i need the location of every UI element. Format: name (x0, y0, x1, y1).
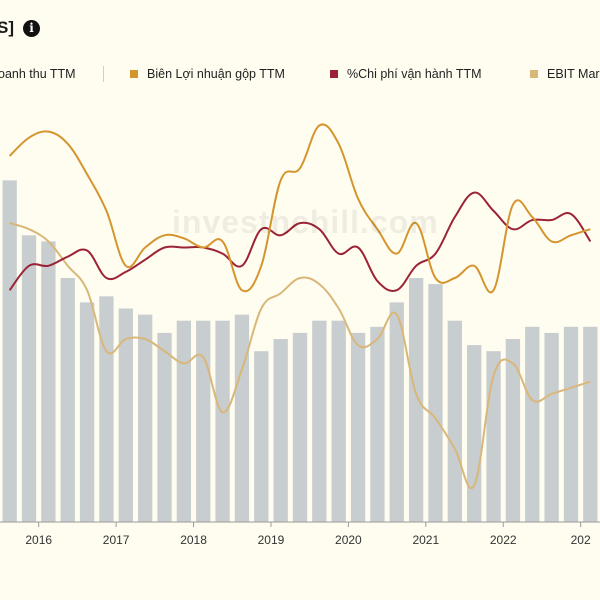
legend-label: EBIT Mar (547, 67, 600, 81)
x-tick-label: 2016 (25, 533, 52, 547)
revenue-bar[interactable] (176, 320, 192, 522)
revenue-bar[interactable] (21, 235, 37, 523)
revenue-bar[interactable] (563, 326, 579, 522)
revenue-bar[interactable] (60, 278, 75, 522)
revenue-bar[interactable] (544, 332, 559, 522)
x-tick-label: 2022 (490, 533, 517, 547)
revenue-bar[interactable] (447, 320, 462, 522)
revenue-bar[interactable] (234, 314, 250, 522)
legend-separator (103, 66, 104, 82)
revenue-bar[interactable] (408, 278, 424, 522)
revenue-bar[interactable] (505, 339, 521, 522)
revenue-bar[interactable] (215, 320, 230, 522)
legend-item-ebit-margin[interactable]: EBIT Mar (530, 62, 600, 86)
x-tick-label: 2021 (412, 533, 439, 547)
revenue-bar[interactable] (525, 326, 540, 522)
legend-item-opex[interactable]: %Chi phí vận hành TTM (330, 62, 482, 86)
series-line-0[interactable] (8, 123, 591, 294)
chart-title: S] (0, 18, 14, 37)
x-tick-label: 2019 (258, 533, 285, 547)
revenue-bar[interactable] (157, 332, 172, 522)
series-line-2[interactable] (9, 222, 591, 490)
watermark: investnchill.com (172, 204, 439, 240)
revenue-bar[interactable] (583, 326, 598, 522)
x-tick-label: 2018 (180, 533, 207, 547)
legend-label: oanh thu TTM (0, 67, 76, 81)
revenue-bar[interactable] (118, 308, 133, 523)
revenue-bar[interactable] (428, 284, 443, 522)
legend-label: %Chi phí vận hành TTM (347, 67, 482, 81)
revenue-bar[interactable] (41, 241, 56, 522)
info-icon[interactable]: i (23, 19, 40, 37)
revenue-bar[interactable] (254, 351, 269, 522)
chart-title-row: S] i (0, 14, 40, 42)
legend-swatch (530, 70, 538, 78)
revenue-bar[interactable] (370, 326, 385, 522)
legend-swatch (330, 70, 338, 78)
revenue-bar[interactable] (292, 332, 308, 522)
revenue-bar[interactable] (312, 320, 327, 522)
legend-swatch (130, 70, 138, 78)
x-tick-label: 202 (571, 533, 591, 547)
revenue-bar[interactable] (138, 314, 153, 522)
legend-item-gross-margin[interactable]: Biên Lợi nhuận gộp TTM (130, 62, 285, 86)
revenue-bar[interactable] (389, 302, 404, 522)
legend-item-revenue[interactable]: oanh thu TTM (0, 62, 76, 86)
revenue-bar[interactable] (196, 320, 211, 522)
revenue-bar[interactable] (331, 320, 346, 522)
revenue-bar[interactable] (99, 296, 114, 522)
legend-label: Biên Lợi nhuận gộp TTM (147, 67, 285, 81)
series-line-1[interactable] (8, 191, 592, 293)
x-tick-label: 2017 (103, 533, 130, 547)
revenue-bar[interactable] (2, 180, 17, 522)
revenue-bar[interactable] (79, 302, 95, 522)
revenue-bar[interactable] (273, 339, 288, 522)
revenue-bar[interactable] (467, 345, 482, 522)
revenue-bar[interactable] (350, 332, 366, 522)
x-tick-label: 2020 (335, 533, 362, 547)
